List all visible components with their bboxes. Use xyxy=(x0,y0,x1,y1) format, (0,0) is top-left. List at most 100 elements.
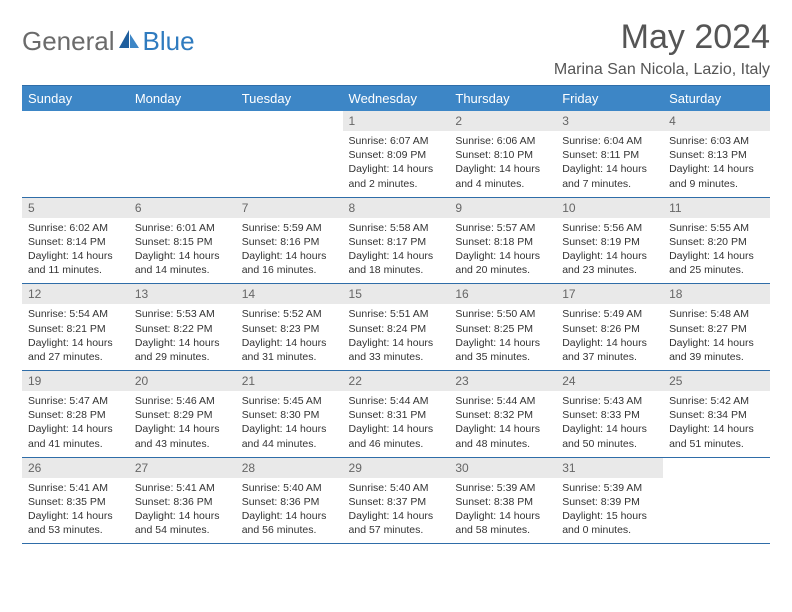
sunrise-text: Sunrise: 5:50 AM xyxy=(455,307,550,321)
sunset-text: Sunset: 8:09 PM xyxy=(349,148,444,162)
day-number: 12 xyxy=(22,284,129,304)
day-content: Sunrise: 6:03 AMSunset: 8:13 PMDaylight:… xyxy=(663,131,770,197)
day-content: Sunrise: 5:58 AMSunset: 8:17 PMDaylight:… xyxy=(343,218,450,284)
sunrise-text: Sunrise: 6:02 AM xyxy=(28,221,123,235)
calendar-cell: 24Sunrise: 5:43 AMSunset: 8:33 PMDayligh… xyxy=(556,371,663,458)
day-number: 11 xyxy=(663,198,770,218)
calendar-cell: 6Sunrise: 6:01 AMSunset: 8:15 PMDaylight… xyxy=(129,197,236,284)
daylight-text: Daylight: 14 hours and 7 minutes. xyxy=(562,162,657,190)
day-number: 5 xyxy=(22,198,129,218)
sunrise-text: Sunrise: 6:07 AM xyxy=(349,134,444,148)
daylight-text: Daylight: 14 hours and 33 minutes. xyxy=(349,336,444,364)
sunset-text: Sunset: 8:27 PM xyxy=(669,322,764,336)
header: General Blue May 2024 Marina San Nicola,… xyxy=(22,18,770,79)
day-content: Sunrise: 5:48 AMSunset: 8:27 PMDaylight:… xyxy=(663,304,770,370)
weekday-header: Thursday xyxy=(449,86,556,112)
day-number: 29 xyxy=(343,458,450,478)
sunset-text: Sunset: 8:39 PM xyxy=(562,495,657,509)
sunrise-text: Sunrise: 5:57 AM xyxy=(455,221,550,235)
daylight-text: Daylight: 15 hours and 0 minutes. xyxy=(562,509,657,537)
calendar-cell xyxy=(22,111,129,197)
calendar-cell: 21Sunrise: 5:45 AMSunset: 8:30 PMDayligh… xyxy=(236,371,343,458)
day-number: 15 xyxy=(343,284,450,304)
sunset-text: Sunset: 8:33 PM xyxy=(562,408,657,422)
day-number: 10 xyxy=(556,198,663,218)
calendar-cell: 5Sunrise: 6:02 AMSunset: 8:14 PMDaylight… xyxy=(22,197,129,284)
calendar-cell: 18Sunrise: 5:48 AMSunset: 8:27 PMDayligh… xyxy=(663,284,770,371)
calendar-cell: 2Sunrise: 6:06 AMSunset: 8:10 PMDaylight… xyxy=(449,111,556,197)
sunrise-text: Sunrise: 5:42 AM xyxy=(669,394,764,408)
calendar-cell: 16Sunrise: 5:50 AMSunset: 8:25 PMDayligh… xyxy=(449,284,556,371)
logo-text-blue: Blue xyxy=(143,26,195,57)
sunrise-text: Sunrise: 5:58 AM xyxy=(349,221,444,235)
sunset-text: Sunset: 8:20 PM xyxy=(669,235,764,249)
daylight-text: Daylight: 14 hours and 4 minutes. xyxy=(455,162,550,190)
day-content: Sunrise: 5:40 AMSunset: 8:36 PMDaylight:… xyxy=(236,478,343,544)
sunset-text: Sunset: 8:28 PM xyxy=(28,408,123,422)
weekday-header: Friday xyxy=(556,86,663,112)
calendar-cell: 23Sunrise: 5:44 AMSunset: 8:32 PMDayligh… xyxy=(449,371,556,458)
sunrise-text: Sunrise: 5:40 AM xyxy=(349,481,444,495)
day-content: Sunrise: 6:04 AMSunset: 8:11 PMDaylight:… xyxy=(556,131,663,197)
weekday-header: Monday xyxy=(129,86,236,112)
daylight-text: Daylight: 14 hours and 31 minutes. xyxy=(242,336,337,364)
sunset-text: Sunset: 8:14 PM xyxy=(28,235,123,249)
daylight-text: Daylight: 14 hours and 11 minutes. xyxy=(28,249,123,277)
day-content: Sunrise: 5:39 AMSunset: 8:38 PMDaylight:… xyxy=(449,478,556,544)
daylight-text: Daylight: 14 hours and 37 minutes. xyxy=(562,336,657,364)
day-number: 21 xyxy=(236,371,343,391)
sunset-text: Sunset: 8:23 PM xyxy=(242,322,337,336)
calendar-cell xyxy=(236,111,343,197)
day-number: 23 xyxy=(449,371,556,391)
daylight-text: Daylight: 14 hours and 53 minutes. xyxy=(28,509,123,537)
sail-icon xyxy=(117,28,141,55)
day-content: Sunrise: 5:52 AMSunset: 8:23 PMDaylight:… xyxy=(236,304,343,370)
day-content: Sunrise: 6:06 AMSunset: 8:10 PMDaylight:… xyxy=(449,131,556,197)
daylight-text: Daylight: 14 hours and 14 minutes. xyxy=(135,249,230,277)
day-content: Sunrise: 5:41 AMSunset: 8:35 PMDaylight:… xyxy=(22,478,129,544)
daylight-text: Daylight: 14 hours and 9 minutes. xyxy=(669,162,764,190)
day-number: 14 xyxy=(236,284,343,304)
daylight-text: Daylight: 14 hours and 41 minutes. xyxy=(28,422,123,450)
day-number: 18 xyxy=(663,284,770,304)
day-content: Sunrise: 5:57 AMSunset: 8:18 PMDaylight:… xyxy=(449,218,556,284)
day-content: Sunrise: 6:01 AMSunset: 8:15 PMDaylight:… xyxy=(129,218,236,284)
calendar-cell: 29Sunrise: 5:40 AMSunset: 8:37 PMDayligh… xyxy=(343,457,450,544)
sunrise-text: Sunrise: 5:47 AM xyxy=(28,394,123,408)
sunrise-text: Sunrise: 6:01 AM xyxy=(135,221,230,235)
calendar-cell: 20Sunrise: 5:46 AMSunset: 8:29 PMDayligh… xyxy=(129,371,236,458)
day-number: 26 xyxy=(22,458,129,478)
sunset-text: Sunset: 8:24 PM xyxy=(349,322,444,336)
calendar-cell: 11Sunrise: 5:55 AMSunset: 8:20 PMDayligh… xyxy=(663,197,770,284)
weekday-header: Sunday xyxy=(22,86,129,112)
day-content: Sunrise: 6:02 AMSunset: 8:14 PMDaylight:… xyxy=(22,218,129,284)
daylight-text: Daylight: 14 hours and 25 minutes. xyxy=(669,249,764,277)
day-content: Sunrise: 5:54 AMSunset: 8:21 PMDaylight:… xyxy=(22,304,129,370)
logo: General Blue xyxy=(22,26,195,57)
daylight-text: Daylight: 14 hours and 46 minutes. xyxy=(349,422,444,450)
daylight-text: Daylight: 14 hours and 58 minutes. xyxy=(455,509,550,537)
location: Marina San Nicola, Lazio, Italy xyxy=(554,61,770,79)
calendar-row: 26Sunrise: 5:41 AMSunset: 8:35 PMDayligh… xyxy=(22,457,770,544)
sunrise-text: Sunrise: 5:54 AM xyxy=(28,307,123,321)
sunset-text: Sunset: 8:37 PM xyxy=(349,495,444,509)
sunrise-text: Sunrise: 5:40 AM xyxy=(242,481,337,495)
sunrise-text: Sunrise: 5:39 AM xyxy=(455,481,550,495)
sunset-text: Sunset: 8:31 PM xyxy=(349,408,444,422)
calendar-cell: 22Sunrise: 5:44 AMSunset: 8:31 PMDayligh… xyxy=(343,371,450,458)
day-content: Sunrise: 5:43 AMSunset: 8:33 PMDaylight:… xyxy=(556,391,663,457)
weekday-header: Tuesday xyxy=(236,86,343,112)
sunset-text: Sunset: 8:11 PM xyxy=(562,148,657,162)
sunset-text: Sunset: 8:19 PM xyxy=(562,235,657,249)
day-content: Sunrise: 5:46 AMSunset: 8:29 PMDaylight:… xyxy=(129,391,236,457)
day-number: 13 xyxy=(129,284,236,304)
calendar-row: 1Sunrise: 6:07 AMSunset: 8:09 PMDaylight… xyxy=(22,111,770,197)
day-content: Sunrise: 5:50 AMSunset: 8:25 PMDaylight:… xyxy=(449,304,556,370)
sunrise-text: Sunrise: 5:49 AM xyxy=(562,307,657,321)
day-content: Sunrise: 5:47 AMSunset: 8:28 PMDaylight:… xyxy=(22,391,129,457)
calendar-cell: 8Sunrise: 5:58 AMSunset: 8:17 PMDaylight… xyxy=(343,197,450,284)
day-content: Sunrise: 5:44 AMSunset: 8:31 PMDaylight:… xyxy=(343,391,450,457)
daylight-text: Daylight: 14 hours and 29 minutes. xyxy=(135,336,230,364)
day-content: Sunrise: 5:41 AMSunset: 8:36 PMDaylight:… xyxy=(129,478,236,544)
day-number: 16 xyxy=(449,284,556,304)
